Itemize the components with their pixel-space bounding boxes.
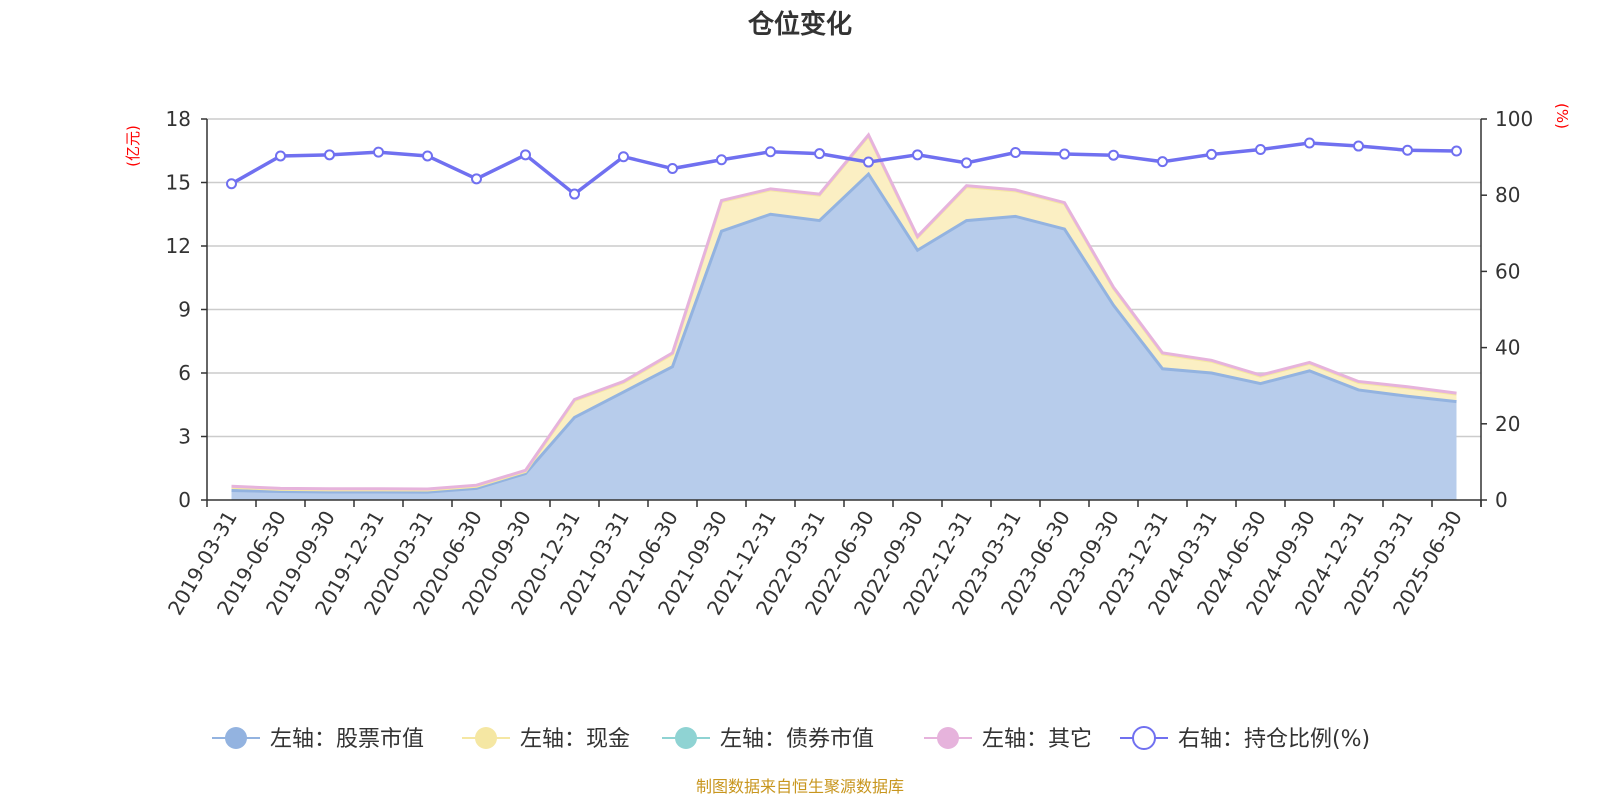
legend: 左轴：股票市值 左轴：现金 左轴：债券市值 左轴：其它 右轴：持仓比例(%) — [212, 726, 1370, 752]
ratio-points — [226, 137, 1462, 200]
ratio-line — [230, 141, 1457, 197]
ratio-point — [275, 150, 286, 162]
right-tick-label: 80 — [1495, 183, 1520, 207]
legend-label-ratio: 右轴：持仓比例(%) — [1178, 727, 1370, 752]
left-tick-label: 9 — [178, 298, 191, 322]
ratio-point — [1402, 144, 1413, 156]
left-tick-label: 3 — [178, 425, 191, 449]
legend-label-cash: 左轴：现金 — [520, 727, 630, 752]
right-axis-unit: (%) — [1553, 103, 1571, 129]
ratio-point — [471, 173, 482, 185]
legend-item-ratio[interactable]: 右轴：持仓比例(%) — [1120, 726, 1370, 752]
ratio-point — [961, 157, 972, 169]
ratio-point — [324, 149, 335, 161]
ratio-point — [618, 151, 629, 163]
legend-item-cash[interactable]: 左轴：现金 — [462, 727, 630, 752]
series-lines — [230, 132, 1457, 494]
stock-area — [231, 174, 1457, 501]
stock-line — [231, 171, 1457, 494]
ratio-point — [1108, 149, 1119, 161]
legend-label-bond: 左轴：债券市值 — [720, 727, 874, 752]
ratio-point — [226, 178, 237, 190]
right-tick-label: 0 — [1495, 488, 1508, 512]
ratio-point — [814, 148, 825, 160]
ratio-point — [1157, 156, 1168, 168]
left-tick-label: 0 — [178, 488, 191, 512]
stacked-areas — [231, 134, 1457, 501]
ratio-point — [1255, 143, 1266, 155]
ratio-point — [569, 188, 580, 200]
legend-item-other[interactable]: 左轴：其它 — [924, 727, 1092, 752]
ratio-point — [373, 146, 384, 158]
data-source-note: 制图数据来自恒生聚源数据库 — [696, 777, 904, 796]
ratio-point — [1206, 148, 1217, 160]
left-tick-label: 18 — [166, 107, 191, 131]
ratio-point — [912, 149, 923, 161]
right-tick-label: 40 — [1495, 336, 1520, 360]
ratio-point — [1010, 147, 1021, 159]
legend-item-stock[interactable]: 左轴：股票市值 — [212, 727, 424, 752]
chart-title: 仓位变化 — [747, 9, 852, 40]
left-tick-label: 15 — [166, 171, 191, 195]
ratio-point — [765, 146, 776, 158]
left-axis-unit: (亿元) — [124, 125, 142, 167]
right-tick-label: 20 — [1495, 412, 1520, 436]
legend-label-other: 左轴：其它 — [982, 727, 1092, 752]
other-line — [231, 132, 1457, 491]
ratio-point — [1304, 137, 1315, 149]
ratio-point — [667, 163, 678, 175]
ratio-point — [520, 149, 531, 161]
ratio-point — [1451, 145, 1462, 157]
legend-label-stock: 左轴：股票市值 — [270, 727, 424, 752]
right-tick-label: 60 — [1495, 259, 1520, 283]
ratio-point — [863, 156, 874, 168]
ratio-point — [1059, 148, 1070, 160]
ratio-point — [1353, 140, 1364, 152]
ratio-point — [422, 150, 433, 162]
left-tick-label: 12 — [166, 234, 191, 258]
right-tick-label: 100 — [1495, 107, 1533, 131]
ratio-point — [716, 154, 727, 166]
legend-item-bond[interactable]: 左轴：债券市值 — [662, 727, 874, 752]
left-tick-label: 6 — [178, 361, 191, 385]
